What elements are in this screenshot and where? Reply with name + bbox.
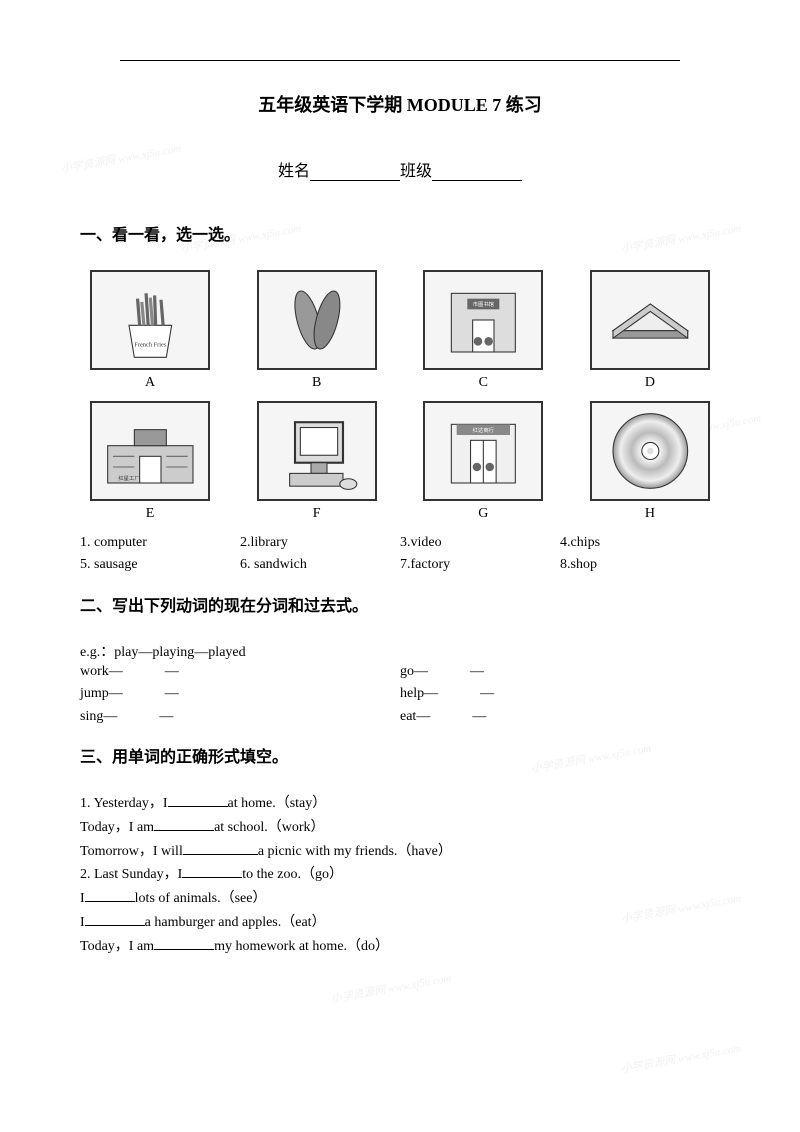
section3-content: 1. Yesterday，Iat home.（stay） Today，I ama… [80,792,720,959]
watermark: 小学资源网 www.xj5u.com [330,970,453,1007]
word-3: 3.video [400,532,560,554]
image-sausage [257,270,377,370]
svg-text:红达商行: 红达商行 [473,426,495,434]
fill-blank[interactable] [154,936,214,950]
svg-text:French Fries: French Fries [134,342,167,349]
verb-row-2: jump— — help— — [80,683,720,705]
word-4: 4.chips [560,532,720,554]
class-label: 班级 [400,163,432,180]
name-class-line: 姓名 班级 [80,157,720,181]
verb-jump: jump— — [80,683,400,705]
word-2: 2.library [240,532,400,554]
name-label: 姓名 [278,163,310,180]
verb-eat: eat— — [400,706,720,728]
verb-row-3: sing— — eat— — [80,706,720,728]
image-cd [590,401,710,501]
svg-text:市图书馆: 市图书馆 [473,300,494,308]
label-h: H [590,506,710,522]
class-input-line[interactable] [432,165,522,181]
labels-row-1: A B C D [80,375,720,391]
verb-sing: sing— — [80,706,400,728]
word-7: 7.factory [400,554,560,576]
fill-line-1: 1. Yesterday，Iat home.（stay） [80,792,720,816]
svg-text:红星工厂: 红星工厂 [118,474,139,482]
images-row-1: French Fries 市图书馆 [80,270,720,370]
section1-title: 一、看一看，选一选。 [80,221,720,245]
fill-blank[interactable] [85,912,145,926]
watermark: 小学资源网 www.xj5u.com [620,1040,743,1077]
fill-blank[interactable] [182,864,242,878]
word-5: 5. sausage [80,554,240,576]
fill-blank[interactable] [183,841,258,855]
word-list: 1. computer 2.library 3.video 4.chips 5.… [80,532,720,577]
section3-title: 三、用单词的正确形式填空。 [80,743,720,767]
images-row-2: 红星工厂 红达商行 [80,401,720,501]
fill-line-4: 2. Last Sunday，Ito the zoo.（go） [80,863,720,887]
fill-blank[interactable] [85,888,135,902]
section2-title: 二、写出下列动词的现在分词和过去式。 [80,592,720,616]
image-computer [257,401,377,501]
labels-row-2: E F G H [80,506,720,522]
word-6: 6. sandwich [240,554,400,576]
fill-blank[interactable] [168,793,228,807]
label-b: B [257,375,377,391]
word-8: 8.shop [560,554,720,576]
label-d: D [590,375,710,391]
label-c: C [423,375,543,391]
label-a: A [90,375,210,391]
image-shop: 红达商行 [423,401,543,501]
page-title: 五年级英语下学期 MODULE 7 练习 [80,91,720,117]
fill-line-5: Ilots of animals.（see） [80,887,720,911]
fill-line-7: Today，I ammy homework at home.（do） [80,935,720,959]
top-divider [120,60,680,61]
image-fries: French Fries [90,270,210,370]
image-sandwich [590,270,710,370]
label-e: E [90,506,210,522]
label-f: F [257,506,377,522]
fill-line-3: Tomorrow，I willa picnic with my friends.… [80,840,720,864]
image-factory: 红星工厂 [90,401,210,501]
verb-row-1: work— — go— — [80,661,720,683]
word-1: 1. computer [80,532,240,554]
image-library: 市图书馆 [423,270,543,370]
name-input-line[interactable] [310,165,400,181]
fill-line-6: Ia hamburger and apples.（eat） [80,911,720,935]
fill-line-2: Today，I amat school.（work） [80,816,720,840]
verb-work: work— — [80,661,400,683]
section2-example: e.g.：play—playing—played [80,641,720,661]
verb-go: go— — [400,661,720,683]
fill-blank[interactable] [154,817,214,831]
label-g: G [423,506,543,522]
verb-help: help— — [400,683,720,705]
